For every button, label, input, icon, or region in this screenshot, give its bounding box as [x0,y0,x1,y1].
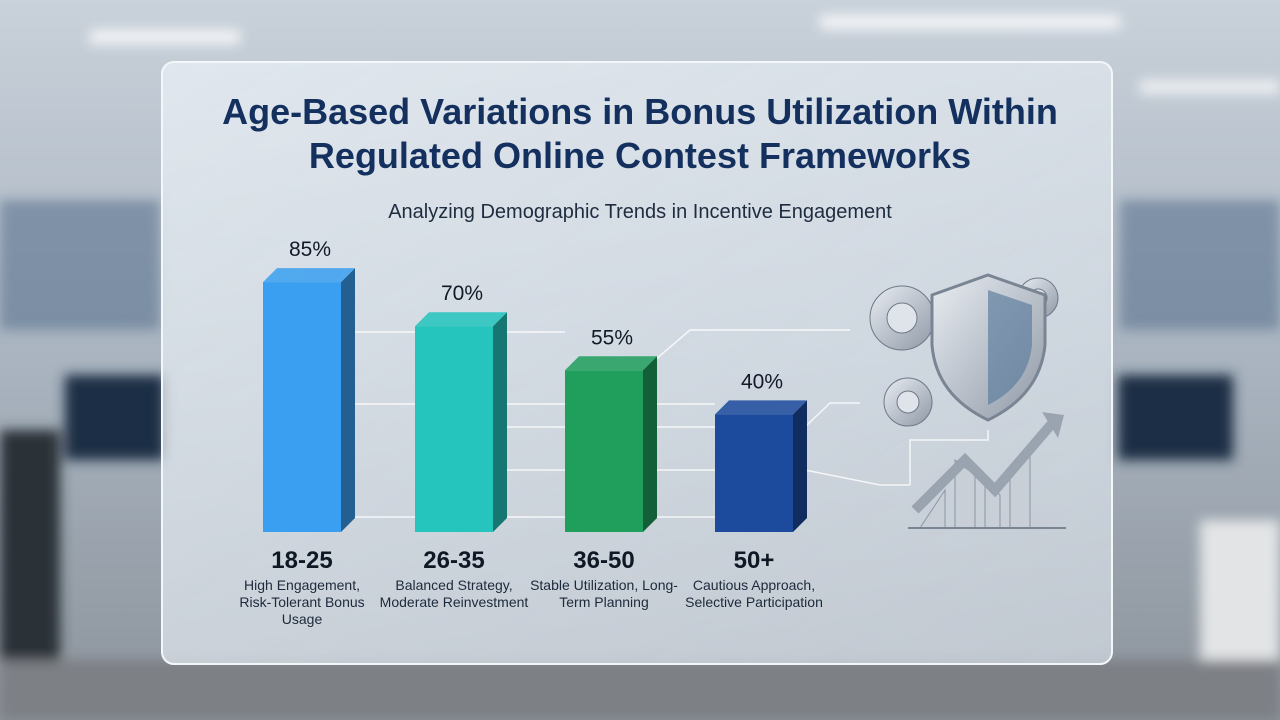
bar-top [565,356,657,371]
value-label: 40% [741,370,783,393]
bar-top [415,312,507,327]
category-label: 26-35 [423,547,484,574]
category-description: Cautious Approach, Selective Participati… [685,577,823,610]
bar [415,326,493,532]
icons [869,273,1066,529]
chart-title-line: Age-Based Variations in Bonus Utilizatio… [222,91,1058,176]
bar-side [493,312,507,532]
connectors [355,329,989,518]
category-label: 36-50 [573,547,634,574]
bar [715,414,793,532]
bar-side [793,400,807,532]
value-label: 55% [591,326,633,349]
bar-top [263,268,355,283]
bar-side [341,268,355,532]
value-label: 70% [441,282,483,305]
bar [263,282,341,532]
category-description: Stable Utilization, Long-Term Planning [530,577,678,610]
category-label: 50+ [734,547,775,574]
category-description: High Engagement, Risk-Tolerant Bonus Usa… [239,577,365,627]
category-label: 18-25 [271,547,332,574]
category-description: Balanced Strategy, Moderate Reinvestment [379,577,529,610]
value-label: 85% [289,238,331,261]
bar [565,370,643,532]
bar-top [715,400,807,415]
bar-side [643,356,657,532]
chart-subtitle: Analyzing Demographic Trends in Incentiv… [388,201,892,223]
